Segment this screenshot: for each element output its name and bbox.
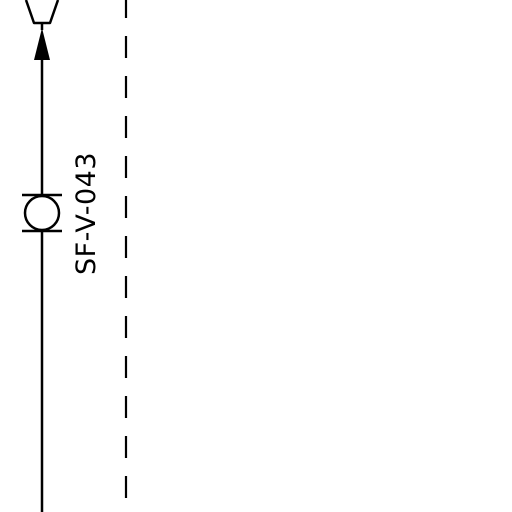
reducer-cone-symbol [24, 0, 60, 25]
valve-tag-label: SF-V-043 [71, 152, 102, 275]
valve-body-circle [23, 194, 61, 232]
flow-arrow-up [34, 28, 50, 60]
valve-symbol[interactable] [22, 193, 62, 233]
